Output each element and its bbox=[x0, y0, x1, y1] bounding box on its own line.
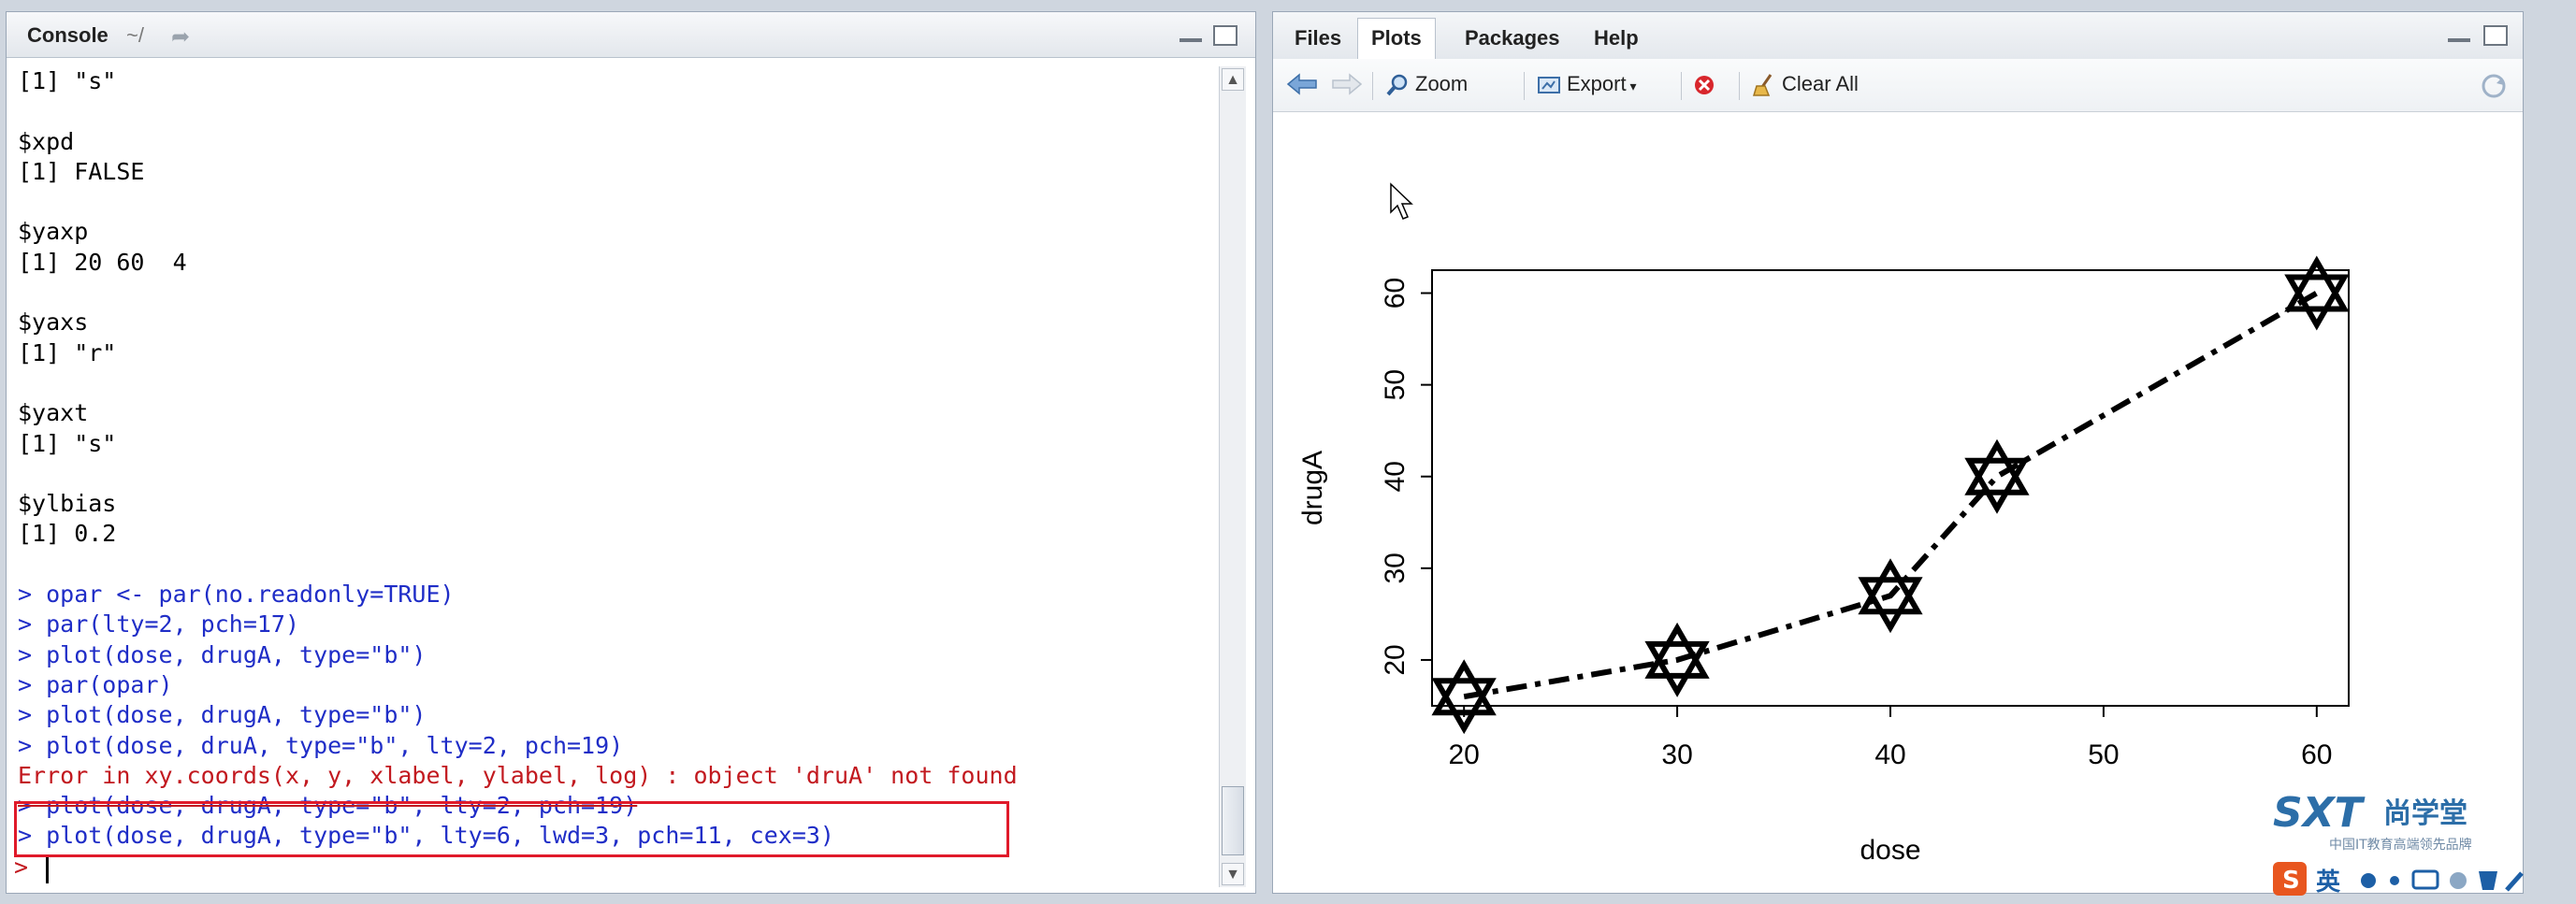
tab-plots[interactable]: Plots bbox=[1357, 18, 1436, 59]
data-point-marker bbox=[1964, 438, 2030, 495]
command-line: > plot(dose, drugA, type="b", lty=6, lwd… bbox=[18, 822, 834, 850]
refresh-icon[interactable] bbox=[2480, 72, 2508, 106]
scroll-up-icon[interactable]: ▲ bbox=[1222, 68, 1244, 91]
x-tick-label: 30 bbox=[1661, 739, 1692, 770]
svg-text:英: 英 bbox=[2316, 868, 2341, 897]
clear-all-button[interactable]: Clear All bbox=[1752, 72, 1859, 97]
x-axis-label: dose bbox=[1860, 835, 1920, 866]
tab-packages[interactable]: Packages bbox=[1465, 26, 1560, 50]
data-points bbox=[1431, 255, 2350, 735]
error-line: Error in xy.coords(x, y, xlabel, ylabel,… bbox=[18, 761, 1018, 789]
minimize-pane-button[interactable] bbox=[1179, 25, 1202, 42]
x-tick-label: 50 bbox=[2088, 739, 2119, 770]
command-line: > plot(dose, drugA, type="b") bbox=[18, 640, 427, 668]
output-line: $ylbias bbox=[18, 490, 117, 518]
plot-frame bbox=[1431, 269, 2350, 707]
svg-text:SXT: SXT bbox=[2273, 789, 2366, 837]
svg-text:S: S bbox=[2282, 867, 2300, 895]
mouse-cursor-icon bbox=[1390, 182, 1413, 220]
command-line: > plot(dose, drugA, type="b", lty=2, pch… bbox=[18, 792, 638, 820]
scrollbar-thumb[interactable] bbox=[1222, 786, 1244, 855]
data-point-marker bbox=[1964, 457, 2030, 514]
text-cursor bbox=[46, 857, 49, 883]
tab-help[interactable]: Help bbox=[1594, 26, 1639, 50]
clear-all-label: Clear All bbox=[1782, 72, 1859, 95]
output-line: $xpd bbox=[18, 127, 75, 155]
minimize-pane-button[interactable] bbox=[2448, 25, 2470, 42]
brand-watermark: SXT 尚学堂 中国IT教育高端领先品牌 S 英 bbox=[2264, 787, 2535, 899]
data-point-marker bbox=[1858, 558, 1923, 615]
goto-directory-icon[interactable]: ➦ bbox=[171, 24, 191, 50]
command-line: > par(lty=2, pch=17) bbox=[18, 610, 300, 639]
output-line: $yaxs bbox=[18, 309, 89, 337]
data-point-marker bbox=[1431, 659, 1497, 716]
plots-pane: Files Plots Packages Help Zoom Export ▾ … bbox=[1272, 11, 2524, 894]
plot-area: 20 30 40 50 60 20 30 40 50 60 dose drugA bbox=[1297, 182, 2350, 866]
data-point-marker bbox=[1431, 678, 1497, 735]
scroll-down-icon[interactable]: ▼ bbox=[1222, 863, 1244, 885]
console-prompt: > bbox=[14, 854, 29, 881]
command-line: > plot(dose, druA, type="b", lty=2, pch=… bbox=[18, 731, 624, 759]
output-line bbox=[18, 278, 1224, 308]
remove-plot-icon bbox=[1695, 76, 1714, 95]
output-line bbox=[18, 550, 1224, 580]
plots-toolbar: Zoom Export ▾ Clear All bbox=[1273, 59, 2523, 112]
zoom-button[interactable]: Zoom bbox=[1385, 72, 1468, 97]
output-line: [1] 20 60 4 bbox=[18, 248, 187, 276]
data-point-marker bbox=[1644, 640, 1710, 697]
broom-icon bbox=[1752, 74, 1773, 96]
output-line: $yaxp bbox=[18, 218, 89, 246]
console-scrollbar[interactable]: ▲ ▼ bbox=[1219, 66, 1246, 887]
output-line bbox=[18, 459, 1224, 489]
export-label: Export bbox=[1567, 72, 1627, 95]
forward-arrow-icon[interactable] bbox=[1331, 72, 1363, 102]
console-header: Console ~/ ➦ bbox=[7, 12, 1255, 58]
maximize-pane-button[interactable] bbox=[1213, 25, 1237, 46]
y-axis-label: drugA bbox=[1297, 451, 1328, 525]
output-line: [1] "r" bbox=[18, 338, 117, 366]
y-tick-label: 50 bbox=[1380, 369, 1411, 400]
output-line bbox=[18, 187, 1224, 217]
back-arrow-icon[interactable] bbox=[1286, 72, 1318, 102]
y-tick-label: 60 bbox=[1380, 278, 1411, 309]
console-title: Console bbox=[27, 23, 109, 47]
chevron-down-icon: ▾ bbox=[1626, 79, 1637, 93]
tab-files[interactable]: Files bbox=[1295, 26, 1342, 50]
maximize-pane-button[interactable] bbox=[2483, 25, 2508, 46]
command-line: > opar <- par(no.readonly=TRUE) bbox=[18, 581, 455, 609]
svg-text:尚学堂: 尚学堂 bbox=[2383, 797, 2467, 830]
command-line: > plot(dose, drugA, type="b") bbox=[18, 701, 427, 729]
output-line bbox=[18, 96, 1224, 126]
series-line bbox=[1463, 290, 2319, 700]
zoom-icon bbox=[1386, 74, 1408, 96]
remove-plot-button[interactable] bbox=[1692, 72, 1722, 97]
output-line: [1] FALSE bbox=[18, 157, 145, 185]
y-tick-label: 20 bbox=[1380, 644, 1411, 675]
x-axis: 20 30 40 50 60 bbox=[1448, 706, 2333, 770]
svg-text:中国IT教育高端领先品牌: 中国IT教育高端领先品牌 bbox=[2329, 837, 2472, 853]
output-line: [1] "s" bbox=[18, 429, 117, 457]
y-tick-label: 30 bbox=[1380, 552, 1411, 583]
data-point-marker bbox=[2284, 255, 2350, 312]
output-line: [1] "s" bbox=[18, 67, 117, 94]
console-output[interactable]: [1] "s" $xpd [1] FALSE $yaxp [1] 20 60 4 $yax… bbox=[18, 66, 1224, 889]
x-tick-label: 40 bbox=[1874, 739, 1905, 770]
output-line bbox=[18, 368, 1224, 398]
zoom-label: Zoom bbox=[1415, 72, 1469, 95]
output-line: $yaxt bbox=[18, 399, 89, 427]
x-tick-label: 20 bbox=[1448, 739, 1479, 770]
console-pane: Console ~/ ➦ [1] "s" $xpd [1] FALSE $yaxp [1… bbox=[6, 11, 1256, 894]
x-tick-label: 60 bbox=[2301, 739, 2332, 770]
export-icon bbox=[1538, 77, 1560, 94]
pane-tabbar: Files Plots Packages Help bbox=[1273, 12, 2523, 60]
output-line: [1] 0.2 bbox=[18, 520, 117, 548]
data-point-marker bbox=[2284, 274, 2350, 331]
working-directory: ~/ bbox=[126, 23, 144, 47]
export-button[interactable]: Export ▾ bbox=[1537, 72, 1637, 97]
y-axis: 20 30 40 50 60 bbox=[1380, 278, 1432, 676]
y-tick-label: 40 bbox=[1380, 461, 1411, 492]
data-point-marker bbox=[1858, 577, 1923, 634]
data-point-marker bbox=[1644, 622, 1710, 679]
command-line: > par(opar) bbox=[18, 670, 173, 698]
